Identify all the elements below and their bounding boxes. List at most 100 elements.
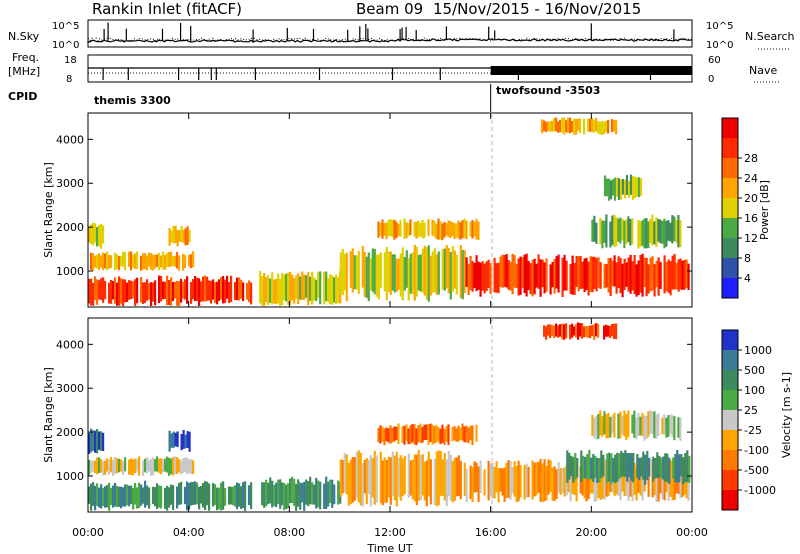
range-gate-cell: [337, 480, 340, 505]
range-gate-cell: [385, 460, 388, 503]
range-gate-cell: [493, 257, 496, 293]
range-gate-cell: [612, 457, 615, 482]
range-gate-cell: [120, 255, 123, 267]
range-gate-cell: [116, 282, 119, 306]
range-gate-cell: [643, 218, 646, 249]
range-gate-cell: [200, 486, 203, 504]
range-gate-cell: [120, 278, 123, 304]
range-gate-cell: [523, 254, 526, 293]
colorbar-swatch: [722, 258, 738, 278]
range-gate-cell: [451, 222, 454, 237]
range-gate-cell: [142, 282, 145, 304]
range-gate-cell: [549, 264, 552, 295]
range-gate-cell: [445, 245, 448, 289]
range-gate-cell: [671, 415, 674, 437]
range-gate-cell: [651, 256, 654, 291]
range-gate-cell: [389, 251, 392, 295]
range-gate-cell: [172, 431, 175, 448]
range-gate-cell: [391, 254, 394, 291]
colorbar-tick-label: 1000: [744, 344, 772, 357]
range-gate-cell: [617, 178, 621, 200]
range-gate-cell: [94, 223, 97, 243]
cpid-strip: CPID themis 3300 twofsound -3503: [8, 84, 600, 112]
range-gate-cell: [291, 476, 294, 503]
range-gate-cell: [592, 454, 595, 482]
range-gate-cell: [459, 222, 462, 240]
range-gate-cell: [623, 258, 626, 290]
range-gate-cell: [599, 410, 602, 436]
range-gate-cell: [469, 465, 472, 499]
range-gate-cell: [429, 423, 432, 442]
range-gate-cell: [341, 248, 344, 296]
range-gate-cell: [561, 323, 564, 340]
range-gate-cell: [643, 415, 646, 441]
region-2: [88, 428, 105, 454]
range-gate-cell: [655, 414, 658, 439]
range-gate-cell: [557, 121, 560, 133]
range-gate-cell: [623, 220, 626, 249]
range-gate-cell: [611, 215, 614, 246]
range-gate-cell: [680, 454, 683, 477]
range-gate-cell: [192, 482, 195, 505]
range-gate-cell: [437, 427, 440, 443]
range-gate-cell: [250, 282, 253, 305]
range-gate-cell: [148, 487, 151, 509]
range-gate-cell: [655, 260, 658, 288]
range-gate-cell: [102, 461, 105, 476]
range-gate-cell: [411, 459, 414, 500]
range-gate-cell: [226, 275, 229, 299]
range-gate-cell: [265, 479, 268, 507]
range-gate-cell: [130, 458, 133, 475]
range-gate-cell: [667, 259, 670, 293]
range-gate-cell: [597, 121, 600, 134]
x-tick-label: 08:00: [273, 526, 305, 539]
range-gate-cell: [389, 425, 392, 444]
range-gate-cell: [671, 215, 674, 244]
region-4: [259, 271, 342, 307]
range-gate-cell: [671, 461, 674, 501]
range-gate-cell: [271, 272, 274, 305]
range-gate-cell: [597, 414, 600, 439]
range-gate-cell: [371, 248, 374, 292]
range-gate-cell: [415, 221, 418, 239]
range-gate-cell: [184, 434, 187, 449]
range-gate-cell: [124, 252, 127, 271]
range-gate-cell: [152, 282, 155, 302]
range-gate-cell: [180, 278, 183, 303]
range-gate-cell: [667, 415, 670, 437]
range-gate-cell: [146, 485, 149, 506]
colorbar-swatch: [722, 138, 738, 158]
range-gate-cell: [471, 220, 474, 239]
range-gate-cell: [621, 218, 624, 241]
range-gate-cell: [391, 427, 394, 443]
range-gate-cell: [393, 254, 396, 293]
range-gate-cell: [329, 274, 332, 305]
range-gate-cell: [677, 259, 680, 292]
range-gate-cell: [605, 263, 608, 288]
range-gate-cell: [325, 271, 328, 302]
range-gate-cell: [409, 253, 412, 294]
range-gate-cell: [287, 483, 290, 508]
range-gate-cell: [647, 466, 650, 497]
range-gate-cell: [619, 217, 622, 244]
range-gate-cell: [635, 417, 638, 440]
range-gate-cell: [649, 410, 652, 434]
range-gate-cell: [242, 282, 245, 302]
y-tick-label: 4000: [56, 133, 84, 146]
range-gate-cell: [387, 456, 390, 498]
range-gate-cell: [248, 280, 251, 303]
range-gate-cell: [660, 457, 663, 478]
range-gate-cell: [415, 428, 418, 445]
range-gate-cell: [509, 262, 512, 291]
colorbar-swatch: [722, 470, 738, 490]
range-gate-cell: [677, 215, 680, 248]
range-gate-cell: [531, 460, 534, 500]
colorbar-tick-label: -500: [744, 464, 769, 477]
range-gate-cell: [303, 481, 306, 511]
range-gate-cell: [140, 255, 143, 271]
range-gate-cell: [90, 483, 93, 511]
range-gate-cell: [154, 280, 157, 306]
range-gate-cell: [385, 427, 388, 442]
range-gate-cell: [589, 118, 592, 132]
range-gate-cell: [220, 482, 223, 511]
